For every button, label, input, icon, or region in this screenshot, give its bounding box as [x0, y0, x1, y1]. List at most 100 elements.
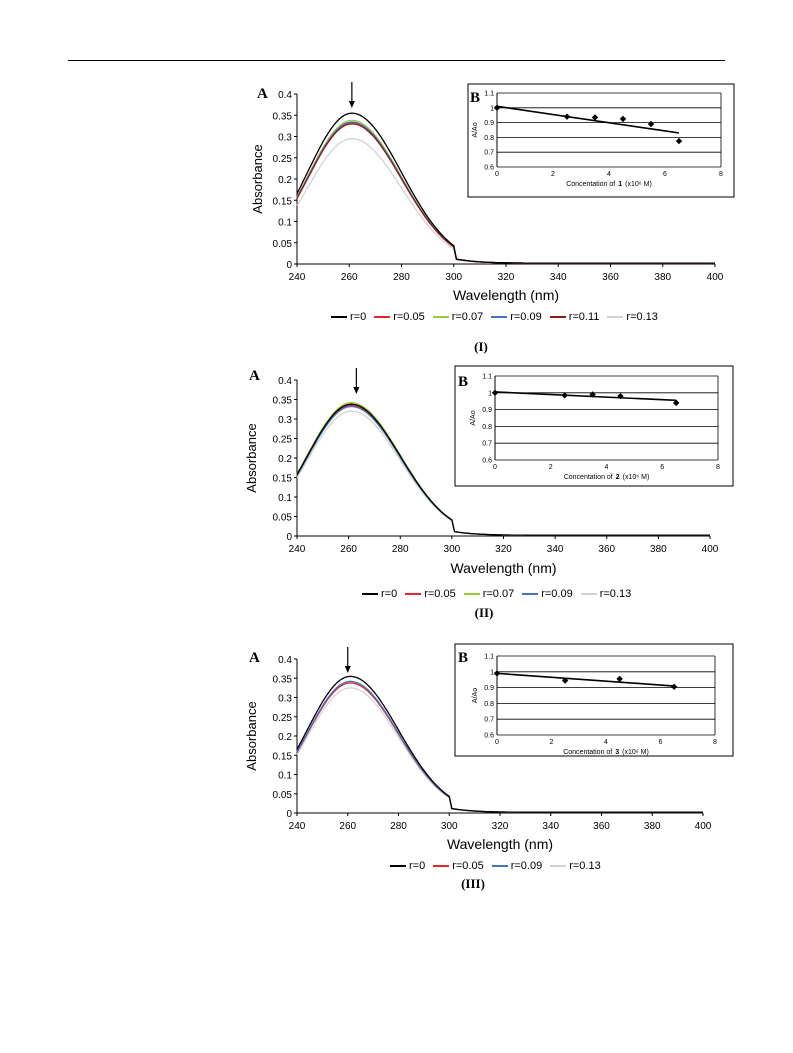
inset-x-title-prefix: Concentation of [563, 749, 612, 756]
y-tick-label: 0.2 [278, 732, 292, 743]
x-tick-label: 240 [289, 544, 306, 555]
x-axis-title: Wavelength (nm) [453, 287, 559, 303]
legend-swatch [331, 316, 347, 318]
inset-x-tick-label: 4 [605, 464, 609, 471]
y-tick-label: 0.1 [278, 771, 292, 782]
y-tick-label: 0.15 [273, 751, 293, 762]
panel-label-B: B [458, 374, 468, 390]
x-tick-label: 260 [340, 544, 357, 555]
legend-item: r=0.13 [550, 860, 601, 872]
inset-x-axis-title: Concentation of 3 (x10⁶ M) [563, 749, 649, 756]
x-tick-label: 300 [445, 272, 462, 283]
legend-II: r=0 r=0.05 r=0.07 r=0.09 r=0.13 [362, 588, 631, 600]
inset-y-tick-label: 1 [488, 390, 492, 397]
y-tick-label: 0.2 [278, 454, 292, 465]
inset-data-point [561, 392, 568, 399]
x-tick-label: 360 [598, 544, 615, 555]
y-tick-label: 0.4 [278, 655, 292, 666]
y-tick-label: 0.35 [273, 674, 293, 685]
x-tick-label: 320 [492, 821, 509, 832]
y-tick-label: 0 [286, 532, 292, 543]
peak-arrow-head [353, 387, 360, 394]
y-tick-label: 0.25 [273, 154, 293, 165]
inset-x-axis-title: Concentation of 1 (x10⁶ M) [566, 181, 652, 188]
inset-y-tick-label: 0.8 [484, 135, 494, 142]
x-tick-label: 340 [542, 821, 559, 832]
x-tick-label: 280 [393, 272, 410, 283]
legend-label: r=0.11 [568, 311, 600, 323]
inset-frame [467, 83, 735, 198]
panel-label-A: A [257, 86, 268, 102]
peak-arrow-head [344, 666, 351, 673]
inset-x-title-prefix: Concentation of [564, 474, 613, 481]
inset-x-title-suffix: (x10⁶ M) [622, 749, 649, 756]
inset-x-tick-label: 0 [495, 171, 499, 178]
x-tick-label: 340 [547, 544, 564, 555]
inset-y-tick-label: 0.6 [484, 733, 494, 740]
legend-item: r=0 [390, 860, 425, 872]
y-tick-label: 0.35 [273, 111, 293, 122]
y-tick-label: 0.15 [273, 196, 293, 207]
legend-label: r=0.09 [510, 860, 543, 872]
inset-y-tick-label: 0.8 [484, 701, 494, 708]
inset-y-axis-title: A/Ao [472, 122, 479, 137]
legend-item: r=0.05 [433, 860, 484, 872]
x-tick-label: 400 [695, 821, 712, 832]
inset-data-point [617, 392, 624, 400]
inset-x-tick-label: 0 [495, 739, 499, 746]
legend-swatch [362, 593, 378, 595]
figure-panel-II: A 0 0.05 0.1 0.15 0.2 0.25 0.3 0.35 0.4 240 260 280 3… [0, 362, 793, 642]
legend-item: r=0.07 [463, 588, 515, 600]
x-tick-label: 400 [707, 272, 724, 283]
legend-I: r=0 r=0.05 r=0.07 r=0.09 r=0.11 r=0.13 [331, 311, 658, 323]
inset-data-point [563, 113, 571, 120]
spectrum-line-r-0 [296, 403, 710, 536]
panel-label-B: B [470, 90, 480, 106]
inset-y-tick-label: 0.8 [482, 424, 492, 431]
y-tick-label: 0.1 [278, 218, 292, 229]
inset-x-tick-label: 6 [659, 739, 663, 746]
inset-data-point [647, 120, 655, 128]
legend-item: r=0.07 [432, 311, 483, 323]
y-axis-title: Absorbance [244, 701, 259, 770]
y-axis-title: Absorbance [244, 423, 259, 492]
legend-label: r=0 [409, 860, 426, 872]
legend-swatch [607, 316, 624, 318]
y-tick-label: 0.05 [273, 513, 293, 524]
legend-label: r=0.05 [452, 860, 484, 872]
inset-data-point [616, 675, 623, 683]
inset-y-tick-label: 1 [490, 669, 494, 676]
legend-item: r=0 [331, 311, 366, 323]
legend-label: r=0.09 [510, 311, 542, 323]
y-tick-label: 0.3 [278, 133, 292, 144]
panel-label-B: B [458, 650, 468, 666]
inset-x-axis-title: Concentation of 2 (x10⁶ M) [564, 474, 650, 481]
y-tick-label: 0 [286, 809, 292, 820]
inset-x-tick-label: 8 [713, 739, 717, 746]
caption-I: (I) [474, 339, 488, 354]
x-tick-label: 280 [392, 544, 409, 555]
legend-label: r=0.13 [569, 860, 601, 872]
x-tick-label: 380 [650, 544, 667, 555]
panel-label-A: A [249, 368, 260, 384]
inset-y-tick-label: 0.7 [484, 717, 494, 724]
y-tick-label: 0.05 [273, 790, 293, 801]
x-tick-label: 320 [495, 544, 512, 555]
inset-x-tick-label: 6 [660, 464, 664, 471]
y-axis-title: Absorbance [250, 144, 265, 213]
x-tick-label: 260 [339, 821, 356, 832]
caption-II: (II) [474, 605, 494, 620]
inset-x-tick-label: 6 [663, 171, 667, 178]
inset-x-title-prefix: Concentation of [566, 181, 615, 188]
inset-y-tick-label: 1.1 [482, 374, 492, 381]
legend-III: r=0 r=0.05 r=0.09 r=0.13 [390, 860, 601, 872]
legend-label: r=0.13 [626, 311, 658, 323]
header-rule [68, 60, 725, 61]
inset-y-tick-label: 1.1 [484, 91, 494, 98]
legend-label: r=0.07 [482, 588, 515, 600]
inset-data-point [675, 137, 683, 145]
caption-III: (III) [461, 876, 485, 891]
